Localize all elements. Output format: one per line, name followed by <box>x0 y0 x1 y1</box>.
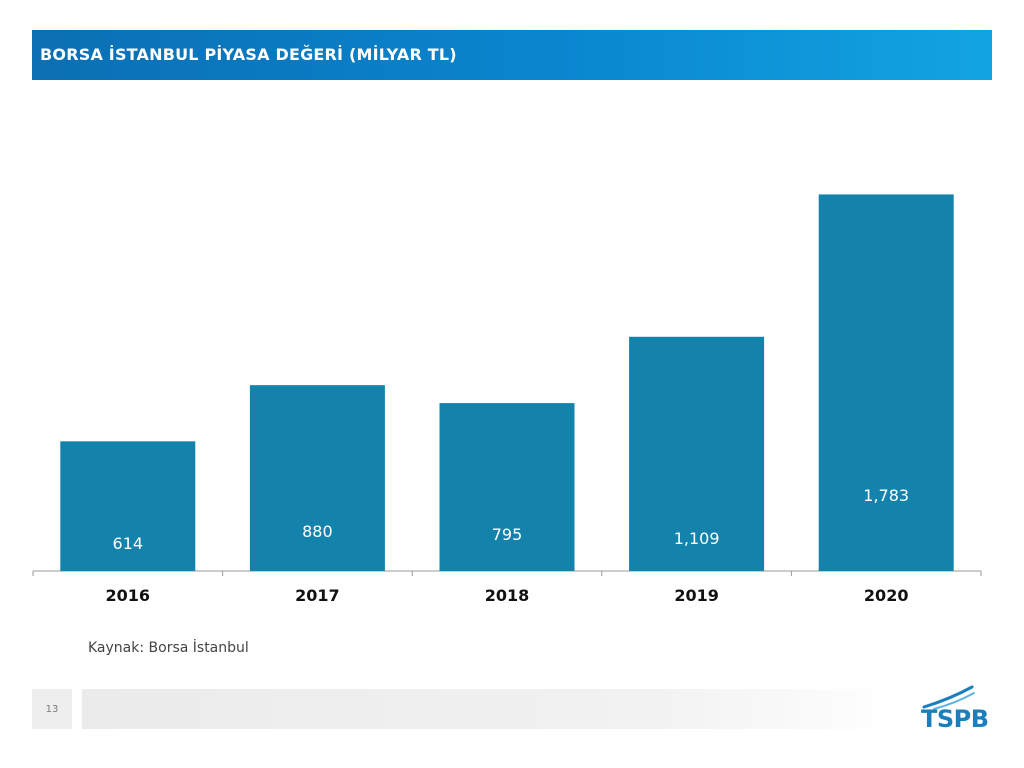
page-number: 13 <box>45 704 59 715</box>
title-bar: BORSA İSTANBUL PİYASA DEĞERİ (MİLYAR TL) <box>32 30 992 80</box>
data-label: 1,109 <box>674 529 720 548</box>
bar <box>629 336 765 571</box>
x-tick-label: 2020 <box>864 586 909 605</box>
x-tick-label: 2017 <box>295 586 340 605</box>
x-tick-label: 2018 <box>485 586 530 605</box>
bar <box>818 194 954 571</box>
bar <box>249 385 385 571</box>
data-label: 880 <box>302 522 333 541</box>
x-tick-label: 2019 <box>674 586 719 605</box>
data-label: 614 <box>113 534 144 553</box>
bar <box>60 441 196 571</box>
bar <box>439 403 575 571</box>
x-tick-label: 2016 <box>106 586 151 605</box>
logo-text: TSPB <box>921 705 989 733</box>
logo-swoosh-icon <box>922 685 975 710</box>
footer-band <box>82 689 902 729</box>
tspb-logo: TSPB <box>910 685 994 737</box>
page-number-box: 13 <box>32 689 72 729</box>
source-note: Kaynak: Borsa İstanbul <box>88 640 249 656</box>
page-title: BORSA İSTANBUL PİYASA DEĞERİ (MİLYAR TL) <box>40 45 457 64</box>
bar-chart: 614 2016 880 2017 795 2018 1,109 2019 1,783 2020 <box>32 194 982 605</box>
data-label: 1,783 <box>863 486 909 505</box>
data-label: 795 <box>492 525 523 544</box>
